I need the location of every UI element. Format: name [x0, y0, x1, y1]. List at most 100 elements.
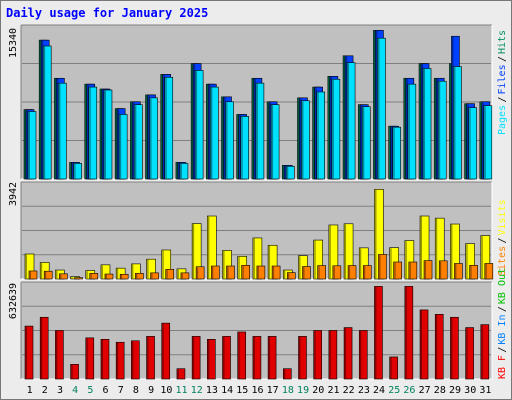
- kbf-bar-8-shade: [131, 341, 134, 379]
- pages-bar-22: [346, 62, 356, 180]
- kbf-bar-31-shade: [481, 325, 483, 379]
- kbf-bar-28: [434, 314, 444, 380]
- sites-bar-1: [28, 270, 38, 280]
- kbf-bar-27: [419, 309, 429, 380]
- sites-bar-20-shade: [318, 266, 320, 279]
- files-bar-26-shade: [406, 78, 408, 179]
- hits-bar-15-shade: [237, 115, 239, 179]
- hits-bar-27-shade: [419, 64, 422, 179]
- hits-bar-20-shade: [313, 87, 315, 179]
- sites-bar-18-shade: [287, 273, 290, 279]
- kbf-bar-11-shade: [177, 369, 179, 379]
- pages-bar-23: [361, 106, 371, 180]
- files-bar-7-shade: [117, 109, 120, 179]
- files-bar-2-shade: [41, 40, 44, 179]
- files-bar-4-shade: [72, 162, 74, 179]
- kbf-bar-13: [207, 339, 216, 380]
- day-label-31: 31: [479, 385, 491, 396]
- kbf-bar-29: [450, 316, 459, 380]
- hits-bar-8-shade: [130, 102, 133, 179]
- bottom-ymax-label: 632639: [8, 283, 19, 319]
- pages-bar-26-shade: [408, 84, 410, 179]
- top-legend-files: Files: [497, 64, 508, 94]
- hits-bar-24-shade: [374, 30, 376, 179]
- kbf-bar-19: [298, 336, 307, 380]
- kbf-bar-20-shade: [314, 331, 316, 379]
- day-label-3: 3: [57, 385, 63, 396]
- kbf-bar-21: [328, 330, 338, 380]
- sites-bar-9: [150, 272, 159, 280]
- files-bar-14-shade: [224, 97, 226, 179]
- pages-bar-2: [42, 45, 52, 180]
- hits-bar-14-shade: [222, 97, 224, 179]
- pages-bar-3: [58, 82, 67, 180]
- day-label-25: 25: [388, 385, 400, 396]
- hits-bar-25-shade: [389, 126, 391, 179]
- files-bar-5-shade: [87, 84, 89, 179]
- kbf-bar-30-shade: [466, 328, 468, 379]
- pages-bar-16-shade: [256, 83, 258, 179]
- kbf-bar-25-shade: [390, 357, 392, 379]
- visits-bar-16-shade: [253, 238, 255, 279]
- sites-bar-30-shade: [470, 265, 472, 279]
- hits-bar-26-shade: [404, 78, 406, 179]
- day-label-24: 24: [373, 385, 385, 396]
- sites-bar-11: [180, 272, 190, 280]
- files-bar-30-shade: [467, 104, 469, 179]
- hits-bar-12-shade: [191, 64, 194, 179]
- kbf-bar-21-shade: [329, 331, 331, 379]
- sites-bar-5: [89, 273, 99, 280]
- kbf-bar-27-shade: [420, 310, 423, 379]
- sites-bar-28-shade: [439, 261, 442, 279]
- files-bar-27-shade: [421, 64, 424, 179]
- top-legend-pages: Pages: [497, 105, 508, 135]
- day-label-12: 12: [191, 385, 203, 396]
- kbf-bar-3: [55, 330, 64, 380]
- bottom-legend-kb-in: KB In: [497, 314, 508, 344]
- day-label-6: 6: [103, 385, 109, 396]
- hits-bar-17-shade: [267, 102, 270, 179]
- pages-bar-9-shade: [150, 98, 152, 179]
- sites-bar-17-shade: [272, 266, 275, 279]
- top-legend-hits: Hits: [497, 30, 508, 54]
- sites-bar-17: [271, 265, 281, 280]
- day-label-7: 7: [118, 385, 124, 396]
- kbf-bar-16-shade: [253, 336, 255, 379]
- kbf-bar-8: [131, 340, 140, 380]
- sites-bar-8: [135, 273, 144, 280]
- visits-bar-29-shade: [451, 224, 453, 279]
- visits-bar-31-shade: [481, 236, 483, 279]
- pages-bar-8: [134, 104, 143, 180]
- sites-bar-26: [408, 261, 418, 280]
- kbf-bar-6-shade: [101, 339, 103, 379]
- files-bar-24-shade: [376, 30, 378, 179]
- sites-bar-6-shade: [105, 274, 107, 279]
- sites-bar-6: [104, 273, 114, 280]
- pages-bar-30: [468, 107, 477, 180]
- pages-bar-15-shade: [241, 117, 243, 179]
- day-label-22: 22: [343, 385, 355, 396]
- sites-bar-14: [226, 265, 235, 280]
- sites-bar-19-shade: [303, 267, 305, 279]
- visits-bar-18-shade: [283, 270, 286, 279]
- sites-bar-13-shade: [211, 266, 214, 279]
- kbf-bar-24: [374, 286, 383, 380]
- sites-bar-15: [241, 265, 251, 280]
- hits-bar-28-shade: [434, 78, 437, 179]
- kbf-bar-29-shade: [451, 317, 453, 379]
- visits-bar-30-shade: [466, 244, 468, 279]
- visits-bar-28-shade: [435, 218, 438, 279]
- pages-bar-7-shade: [119, 115, 122, 179]
- kbf-bar-22-shade: [344, 328, 347, 379]
- visits-bar-19-shade: [299, 256, 301, 279]
- bottom-legend-kb-out: KB Out: [497, 268, 508, 304]
- pages-bar-6: [103, 89, 113, 180]
- pages-bar-12-shade: [195, 71, 198, 179]
- files-bar-9-shade: [148, 95, 150, 179]
- pages-bar-21: [331, 78, 341, 180]
- pages-bar-5-shade: [89, 87, 91, 179]
- hits-bar-13-shade: [206, 84, 209, 179]
- day-label-10: 10: [160, 385, 172, 396]
- top-legend-separator-1: /: [497, 56, 508, 62]
- visits-bar-6-shade: [101, 265, 103, 279]
